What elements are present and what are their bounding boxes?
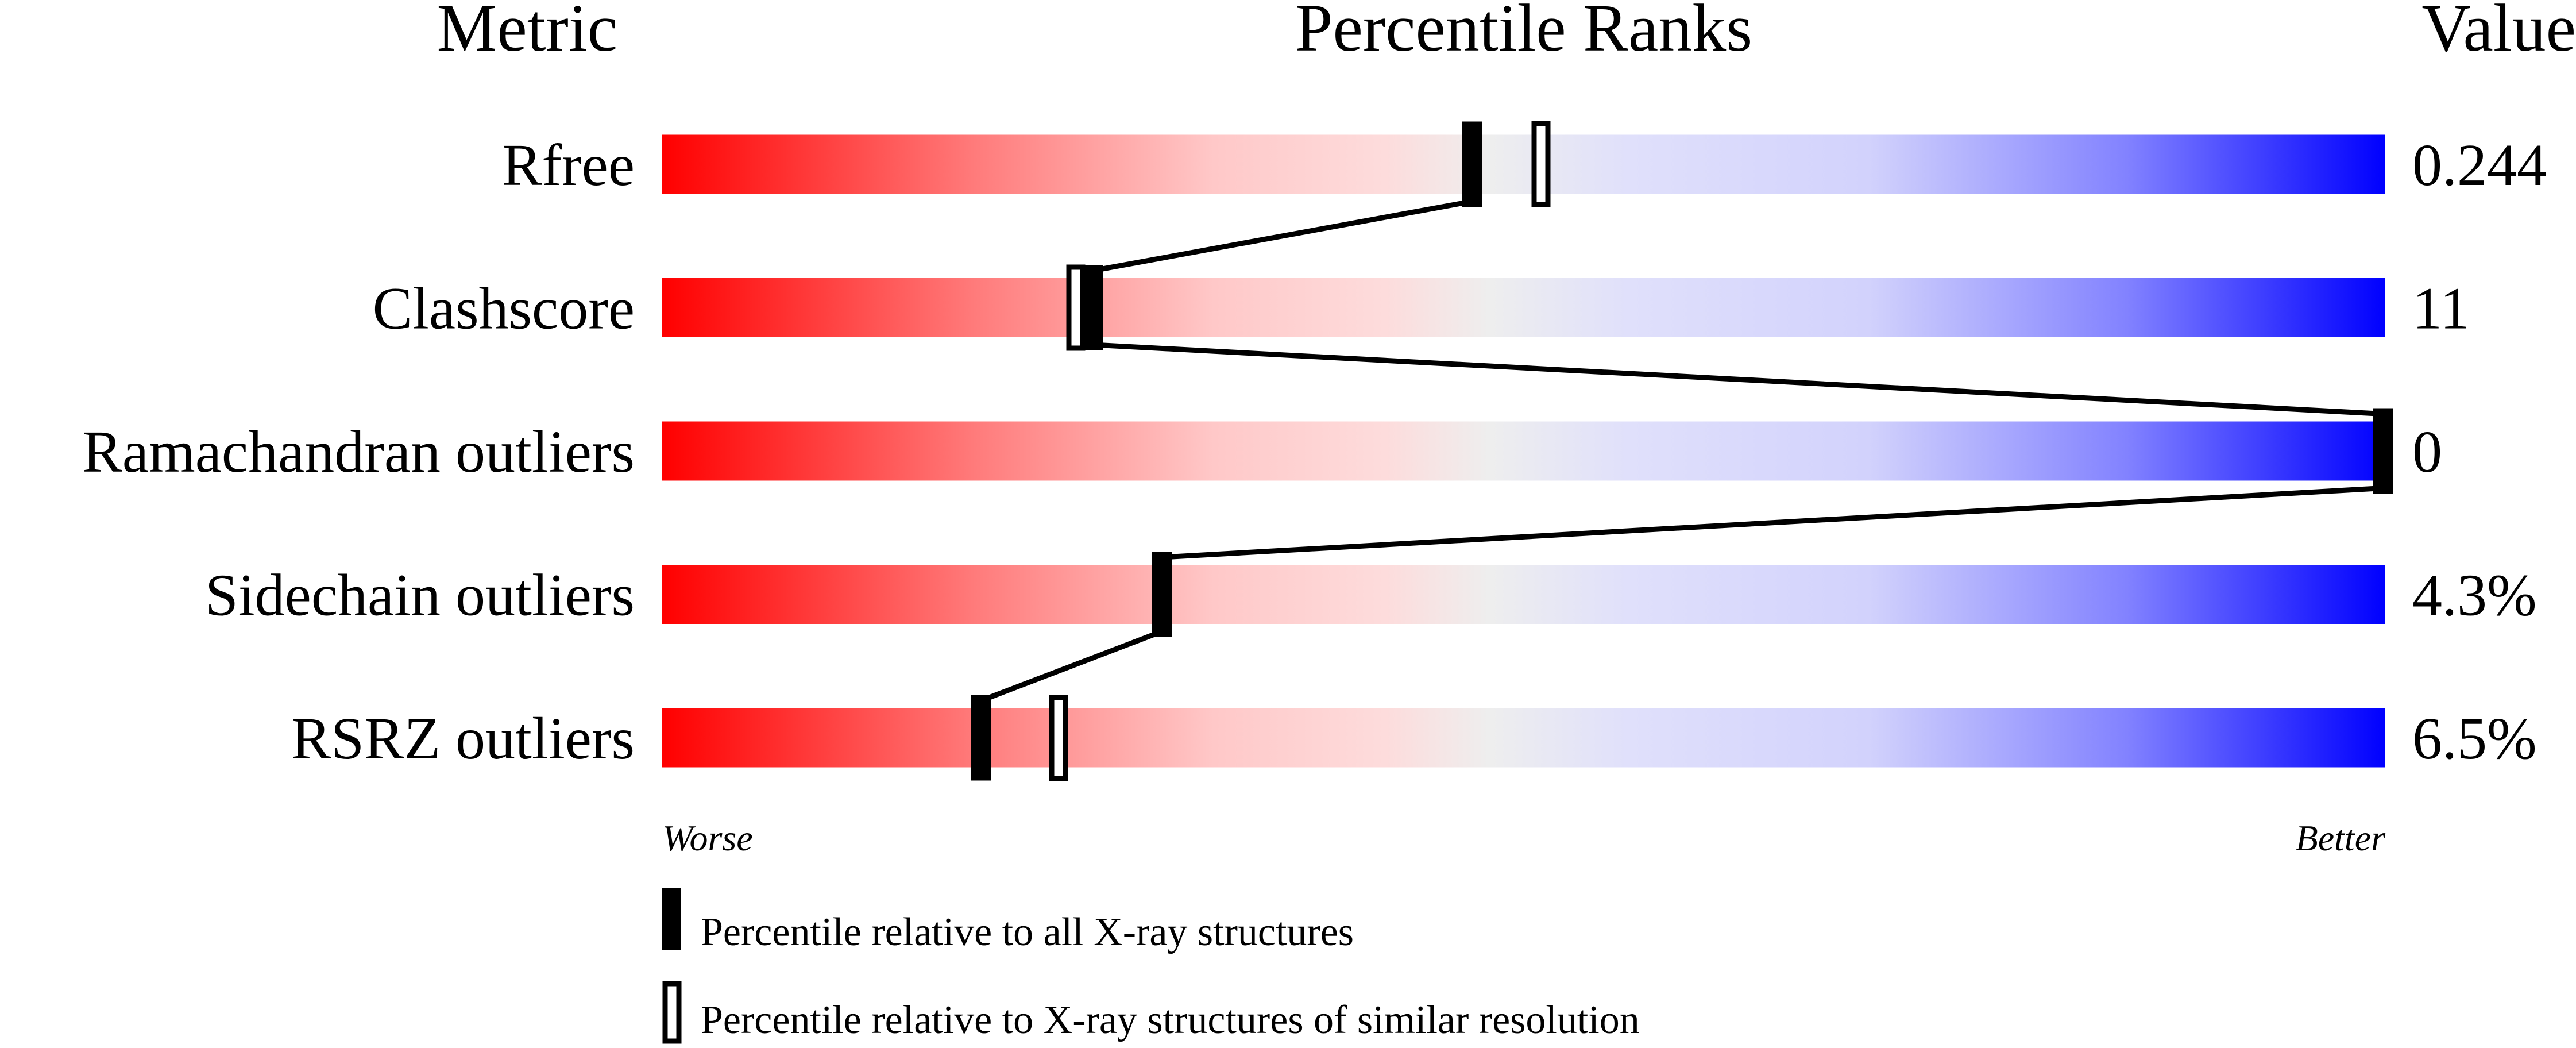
metric-label: Sidechain outliers [205, 562, 635, 629]
legend-similar-label: Percentile relative to X-ray structures … [701, 998, 1640, 1042]
marker-similar-resolution [1066, 264, 1086, 351]
percentile-bar [662, 708, 2385, 768]
header-percentile-ranks: Percentile Ranks [1295, 0, 1752, 66]
axis-better-label: Better [2296, 818, 2386, 858]
metric-value: 0.244 [2412, 132, 2547, 198]
marker-all-structures [1083, 265, 1103, 350]
connector-line [1092, 199, 1473, 273]
metric-row: Rfree 0.244 [502, 121, 2547, 207]
percentile-bar [662, 278, 2385, 337]
marker-all-structures [971, 695, 991, 781]
metric-row: Clashscore 11 [373, 264, 2470, 351]
metric-label: Clashscore [373, 276, 635, 342]
percentile-bar [662, 565, 2385, 624]
connector-line [1161, 486, 2384, 560]
marker-all-structures [2373, 408, 2393, 494]
metric-label: Rfree [502, 132, 635, 198]
header-value: Value [2421, 0, 2576, 66]
connector-line [1092, 342, 2384, 417]
metric-row: RSRZ outliers 6.5% [291, 695, 2537, 781]
metric-row: Sidechain outliers 4.3% [205, 552, 2537, 637]
header-metric: Metric [437, 0, 617, 66]
marker-similar-resolution [1049, 695, 1068, 781]
legend-open-marker [662, 981, 682, 1044]
marker-all-structures [1152, 552, 1172, 637]
legend-all-label: Percentile relative to all X-ray structu… [701, 910, 1354, 954]
percentile-bar [662, 134, 2385, 194]
connector-line [980, 629, 1163, 703]
metric-value: 6.5% [2412, 706, 2537, 772]
metric-value: 4.3% [2412, 562, 2537, 629]
legend-solid-marker [662, 888, 681, 950]
metric-label: Ramachandran outliers [82, 419, 635, 485]
metric-value: 11 [2412, 276, 2470, 342]
metric-value: 0 [2412, 419, 2442, 485]
axis-worse-label: Worse [662, 818, 753, 858]
metric-label: RSRZ outliers [291, 706, 635, 772]
marker-similar-resolution [1531, 121, 1551, 207]
percentile-bar [662, 421, 2385, 481]
marker-all-structures [1462, 121, 1482, 207]
metric-row: Ramachandran outliers 0 [82, 408, 2442, 494]
